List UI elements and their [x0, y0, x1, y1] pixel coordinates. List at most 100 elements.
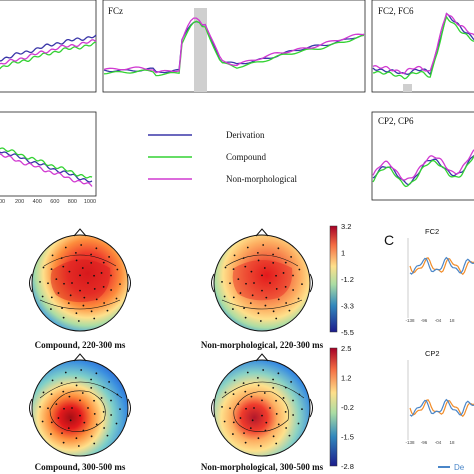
- electrode-dot: [245, 282, 247, 285]
- electrode-dot: [221, 405, 223, 408]
- electrode-dot: [67, 302, 70, 305]
- electrode-dot: [223, 420, 226, 423]
- electrode-dot: [57, 292, 60, 294]
- electrode-dot: [62, 316, 65, 319]
- scalp-map: [31, 359, 129, 457]
- electrode-dot: [285, 427, 288, 429]
- electrode-dot: [93, 399, 95, 402]
- electrode-dot: [262, 244, 265, 246]
- electrode-dot: [261, 414, 263, 417]
- electrode-dot: [301, 283, 303, 286]
- x-tick-label: 600: [50, 199, 59, 205]
- electrode-dot: [275, 399, 277, 402]
- electrode-dot: [256, 376, 259, 379]
- electrode-dot: [290, 256, 292, 258]
- electrode-dot: [90, 310, 93, 313]
- topomap-compound-early: Compound, 220-300 ms: [29, 228, 131, 350]
- electrode-dot: [81, 392, 84, 394]
- contour-line: [39, 381, 123, 399]
- electrode-dot: [106, 309, 109, 312]
- electrode-dot: [277, 423, 280, 426]
- colorbar-tick-label: -1.2: [341, 275, 354, 284]
- electrode-dot: [81, 267, 84, 269]
- electrode-dot: [110, 414, 113, 416]
- panel-c-plots: [407, 238, 474, 440]
- electrode-dot: [87, 282, 89, 284]
- electrode-dot: [239, 292, 242, 294]
- colorbar-tick-label: -1.5: [341, 433, 354, 442]
- colorbar-tick-label: 2.5: [341, 344, 351, 353]
- electrode-dot: [110, 399, 112, 402]
- electrode-dot: [256, 251, 259, 254]
- electrode-dot: [63, 407, 65, 410]
- electrode-dot: [90, 261, 93, 264]
- electrode-dot: [93, 288, 96, 290]
- colorbar-tick-label: 1: [341, 249, 345, 258]
- electrode-dot: [47, 407, 49, 410]
- waveform-group: [0, 34, 97, 70]
- electrode-dot: [62, 441, 65, 444]
- ear-outline: [29, 273, 33, 293]
- panel-c-wave: [409, 256, 474, 275]
- electrode-dot: [251, 419, 254, 422]
- panel-c-x-tick-label: 18: [449, 318, 455, 323]
- electrode-dot: [61, 307, 63, 310]
- electrode-dot: [42, 391, 45, 394]
- colorbar-tick-label: -3.3: [341, 302, 354, 311]
- scalp-map: [213, 359, 311, 457]
- colorbar-tick-label: 1.2: [341, 374, 351, 383]
- contour-line: [49, 390, 106, 432]
- electrode-dot: [244, 441, 247, 444]
- legend-label-compound: Compound: [226, 152, 267, 162]
- colorbar-top: [329, 225, 338, 333]
- electrode-dot: [77, 445, 80, 447]
- electrode-dot: [221, 280, 223, 283]
- electrode-dot: [232, 393, 235, 395]
- electrode-dot: [69, 294, 72, 297]
- channel-label: CP2, CP6: [378, 116, 414, 126]
- topomap-caption: Compound, 300-500 ms: [35, 462, 126, 472]
- electrode-dot: [257, 312, 260, 315]
- electrode-dot: [233, 254, 236, 257]
- electrode-dot: [272, 435, 275, 438]
- electrode-dot: [50, 433, 52, 435]
- electrode-dot: [90, 253, 92, 256]
- ear-outline: [127, 273, 131, 293]
- waveform-group: [372, 12, 474, 80]
- electrode-dot: [83, 296, 86, 299]
- waveform-compound: [372, 15, 474, 80]
- x-tick-label: 00: [0, 199, 5, 205]
- electrode-dot: [272, 253, 274, 256]
- erp-panel-frame: [102, 0, 366, 93]
- electrode-dot: [69, 419, 72, 422]
- electrode-dot: [261, 289, 263, 292]
- electrode-dot: [79, 399, 81, 402]
- electrode-dot: [282, 272, 285, 274]
- contour-line: [43, 254, 117, 267]
- electrode-dot: [259, 445, 262, 447]
- electrode-dot: [110, 274, 112, 277]
- electrode-dot: [57, 417, 60, 419]
- electrode-dot: [71, 407, 73, 409]
- electrode-dot: [75, 384, 78, 387]
- electrode-dot: [298, 393, 301, 396]
- electrode-dot: [244, 265, 247, 268]
- contour-line: [233, 391, 289, 432]
- electrode-dot: [95, 423, 98, 426]
- electrode-dot: [119, 408, 121, 411]
- electrode-dot: [292, 414, 295, 416]
- waveform-nonmorphological: [372, 149, 474, 181]
- electrode-dot: [79, 289, 81, 292]
- panel-c-x-tick-label: -04: [435, 440, 442, 445]
- colorbar-bottom: [329, 347, 338, 467]
- x-tick-labels: 00 200 400 600 800 1000: [0, 199, 96, 205]
- electrode-dot: [102, 261, 105, 264]
- electrode-dot: [259, 320, 262, 322]
- electrode-dot: [50, 296, 53, 299]
- electrode-dot: [237, 403, 240, 406]
- colorbar-tick-label: 3.2: [341, 222, 351, 231]
- electrode-dot: [64, 246, 67, 249]
- x-tick-label: 200: [15, 199, 24, 205]
- electrode-dot: [292, 289, 295, 291]
- waveform-nonmorphological: [372, 12, 474, 75]
